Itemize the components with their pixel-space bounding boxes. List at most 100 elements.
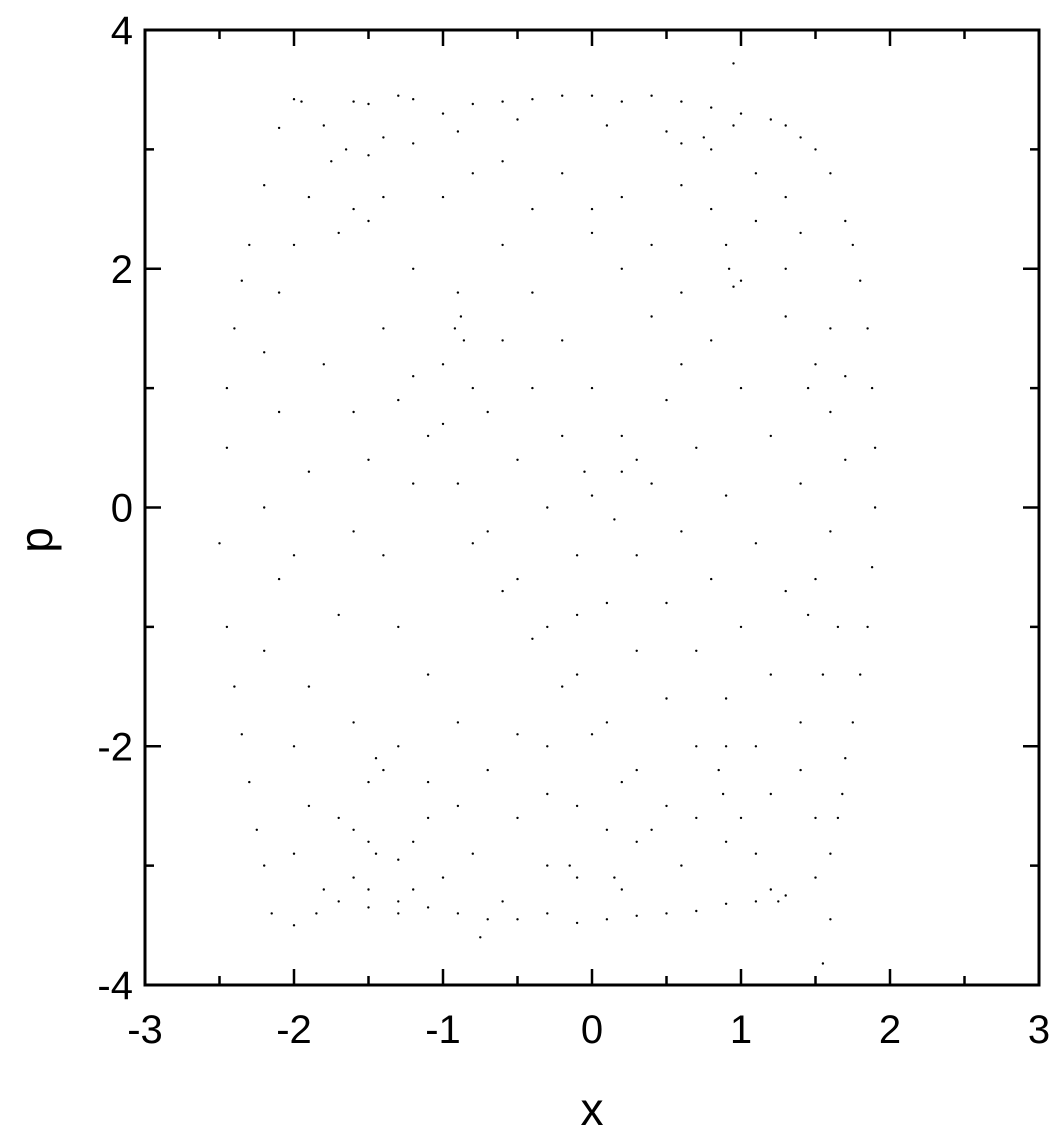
data-point xyxy=(263,184,266,187)
data-point xyxy=(456,912,460,915)
data-point xyxy=(724,243,728,247)
y-tick-label: 0 xyxy=(111,487,133,531)
data-point xyxy=(441,112,445,115)
data-point xyxy=(814,876,817,879)
data-point xyxy=(724,697,728,700)
data-point xyxy=(806,613,810,617)
data-point xyxy=(620,780,623,784)
data-point xyxy=(777,900,780,903)
data-point xyxy=(784,267,787,270)
data-point xyxy=(575,613,579,617)
data-point xyxy=(605,721,609,724)
data-point xyxy=(561,685,564,688)
data-point xyxy=(352,721,355,724)
data-point xyxy=(426,816,430,820)
data-point xyxy=(255,828,258,831)
data-point xyxy=(412,840,415,843)
data-point xyxy=(799,721,802,724)
data-point xyxy=(769,792,772,796)
data-point xyxy=(702,136,705,139)
data-point xyxy=(426,673,430,676)
data-point xyxy=(784,589,787,593)
data-point xyxy=(754,172,758,175)
data-point xyxy=(531,207,534,211)
data-point xyxy=(307,685,311,688)
data-point xyxy=(330,160,333,163)
data-point xyxy=(352,876,355,879)
data-point xyxy=(352,410,355,414)
data-point xyxy=(516,577,519,581)
data-point xyxy=(829,918,832,921)
data-point xyxy=(613,518,616,521)
data-point xyxy=(441,422,445,426)
data-point xyxy=(836,625,840,629)
data-point xyxy=(769,118,772,121)
data-point xyxy=(367,458,370,461)
data-point xyxy=(382,554,385,557)
data-point xyxy=(344,148,348,151)
data-point xyxy=(665,804,668,808)
data-point xyxy=(307,470,311,473)
data-point xyxy=(561,172,564,175)
data-point xyxy=(300,100,303,103)
data-point xyxy=(650,828,653,831)
data-point xyxy=(732,62,735,65)
data-point xyxy=(501,243,504,247)
data-point xyxy=(650,243,653,247)
data-point xyxy=(531,98,534,101)
data-point xyxy=(471,542,474,545)
data-point xyxy=(814,148,817,151)
data-point xyxy=(412,142,415,145)
data-point xyxy=(695,816,698,820)
data-point xyxy=(680,142,683,145)
data-point xyxy=(561,434,564,438)
data-point xyxy=(754,900,758,903)
data-point xyxy=(680,864,683,867)
data-point xyxy=(456,804,460,808)
data-point xyxy=(218,542,221,545)
data-point xyxy=(441,876,445,879)
data-point xyxy=(710,148,713,151)
data-point xyxy=(322,124,325,127)
data-point xyxy=(739,625,743,629)
data-point xyxy=(337,900,340,903)
data-point xyxy=(635,914,638,917)
data-point xyxy=(546,864,549,867)
data-point xyxy=(710,106,713,109)
data-point xyxy=(456,721,460,724)
data-point xyxy=(665,912,668,915)
data-point xyxy=(240,279,243,282)
data-point xyxy=(590,94,594,97)
data-point xyxy=(292,554,296,557)
data-point xyxy=(680,184,683,187)
data-point xyxy=(605,918,609,921)
data-point xyxy=(397,900,400,903)
x-axis-title: x xyxy=(581,1083,604,1135)
data-point xyxy=(367,840,370,843)
data-point xyxy=(397,745,400,748)
data-point xyxy=(605,601,609,605)
data-point xyxy=(814,577,817,581)
data-point xyxy=(412,375,415,378)
data-point xyxy=(486,530,489,533)
data-point xyxy=(277,126,281,130)
data-point xyxy=(620,195,623,199)
data-point xyxy=(501,100,504,103)
data-point xyxy=(459,315,463,318)
data-point xyxy=(784,195,787,199)
data-point xyxy=(695,909,698,913)
data-point xyxy=(836,816,840,820)
data-points xyxy=(218,62,877,965)
data-point xyxy=(769,434,772,438)
data-point xyxy=(382,327,385,330)
data-point xyxy=(412,482,415,485)
data-point xyxy=(471,386,474,390)
x-tick-label: -2 xyxy=(276,1008,312,1052)
data-point xyxy=(695,446,698,449)
data-point xyxy=(605,124,609,127)
x-tick-label: -3 xyxy=(127,1008,163,1052)
data-point xyxy=(531,291,534,294)
data-point xyxy=(680,363,683,366)
data-point xyxy=(516,918,519,921)
data-point xyxy=(717,768,720,772)
